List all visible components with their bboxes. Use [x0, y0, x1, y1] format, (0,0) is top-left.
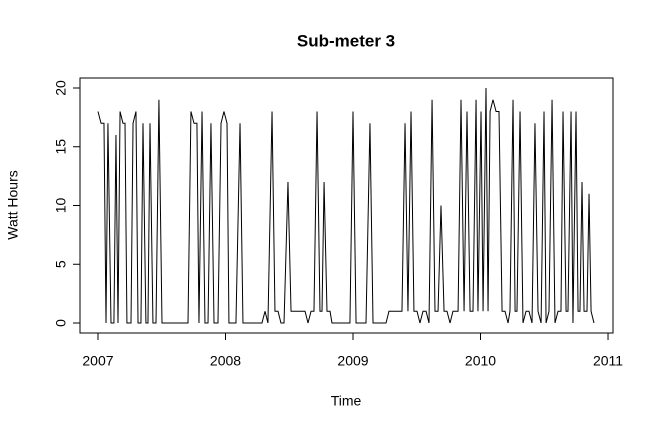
y-tick-label: 15 — [53, 139, 69, 155]
data-line — [97, 87, 595, 324]
x-tick-label: 2007 — [82, 353, 113, 369]
y-tick-label: 0 — [53, 319, 69, 327]
x-tick-label: 2010 — [465, 353, 496, 369]
y-tick-label: 10 — [53, 198, 69, 214]
y-tick-label: 20 — [53, 80, 69, 96]
x-tick-label: 2011 — [593, 353, 623, 369]
x-tick-label: 2009 — [337, 353, 368, 369]
x-axis-label: Time — [331, 393, 362, 409]
x-tick-label: 2008 — [210, 353, 241, 369]
chart-title: Sub-meter 3 — [297, 31, 395, 50]
y-tick-label: 5 — [53, 260, 69, 268]
y-axis-label: Watt Hours — [5, 170, 21, 240]
